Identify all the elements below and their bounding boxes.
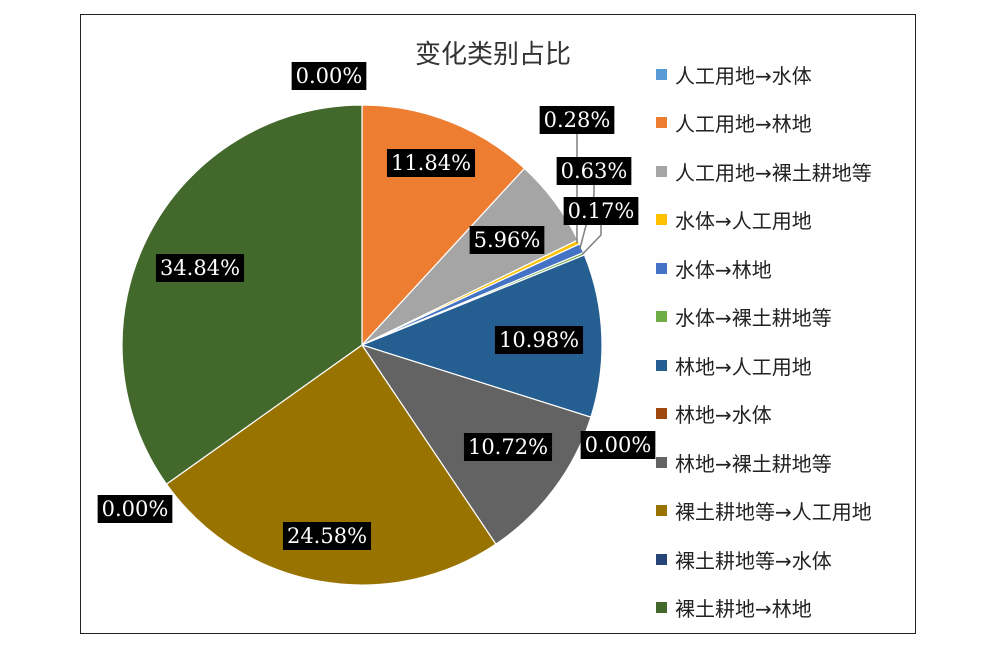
- data-label-4: 0.63%: [556, 157, 632, 185]
- data-label-text-10: 0.00%: [102, 497, 169, 521]
- legend-label-7: 林地→水体: [675, 403, 772, 428]
- data-label-5: 0.17%: [563, 197, 639, 225]
- leader-lines: [576, 134, 602, 256]
- data-label-text-11: 34.84%: [160, 256, 240, 280]
- data-labels: 0.00% 11.84% 5.96% 0.28% 0.63% 0.17% 10.98% 0.0…: [97, 62, 656, 550]
- legend-item-11: 裸土耕地→林地: [656, 584, 872, 633]
- legend-swatch-9: [656, 505, 667, 517]
- legend-label-4: 水体→林地: [675, 257, 772, 282]
- legend-item-8: 林地→裸土耕地等: [656, 438, 872, 487]
- legend-label-6: 林地→人工用地: [675, 354, 812, 379]
- legend-item-2: 人工用地→裸土耕地等: [656, 147, 872, 196]
- legend-item-9: 裸土耕地等→人工用地: [656, 487, 872, 536]
- legend-label-3: 水体→人工用地: [675, 209, 812, 234]
- data-label-box-1: [386, 149, 476, 177]
- data-label-0: 0.00%: [291, 62, 367, 90]
- legend: 人工用地→水体 人工用地→林地人工用地→裸土耕地等 水体→人工用地 水体→林地水体→裸…: [656, 50, 872, 632]
- pie-slice-6: [360, 254, 603, 418]
- data-label-box-4: [556, 157, 632, 185]
- data-label-text-4: 0.63%: [561, 159, 628, 183]
- leader-line-4: [579, 185, 595, 250]
- data-label-8: 10.72%: [463, 433, 553, 461]
- data-label-11: 34.84%: [155, 254, 245, 282]
- legend-item-4: 水体→林地: [656, 244, 872, 293]
- legend-swatch-3: [656, 214, 667, 226]
- data-label-9: 24.58%: [282, 522, 372, 550]
- data-label-text-0: 0.00%: [296, 64, 363, 88]
- legend-label-8: 林地→裸土耕地等: [675, 451, 832, 476]
- chart-title: 变化类别占比: [415, 40, 572, 70]
- legend-swatch-4: [656, 262, 667, 274]
- legend-item-10: 裸土耕地等→水体: [656, 535, 872, 584]
- legend-item-5: 水体→裸土耕地等: [656, 293, 872, 342]
- data-label-6: 10.98%: [494, 326, 584, 354]
- data-label-box-5: [563, 197, 639, 225]
- legend-swatch-5: [656, 311, 667, 323]
- data-label-box-8: [463, 433, 553, 461]
- legend-swatch-6: [656, 359, 667, 371]
- legend-swatch-8: [656, 456, 667, 468]
- legend-item-6: 林地→人工用地: [656, 341, 872, 390]
- legend-label-0: 人工用地→水体: [675, 63, 812, 88]
- legend-item-7: 林地→水体: [656, 390, 872, 439]
- pie-slice-9: [165, 344, 497, 586]
- legend-swatch-10: [656, 553, 667, 565]
- data-label-box-11: [155, 254, 245, 282]
- data-label-box-3: [539, 106, 615, 134]
- legend-label-1: 人工用地→林地: [675, 112, 812, 137]
- data-label-box-9: [282, 522, 372, 550]
- data-label-box-10: [97, 495, 173, 523]
- legend-label-5: 水体→裸土耕地等: [675, 306, 832, 331]
- data-label-1: 11.84%: [386, 149, 476, 177]
- data-label-text-6: 10.98%: [499, 328, 579, 352]
- legend-label-9: 裸土耕地等→人工用地: [675, 500, 872, 525]
- legend-item-3: 水体→人工用地: [656, 196, 872, 245]
- data-label-text-8: 10.72%: [468, 435, 548, 459]
- pie-slices: [121, 104, 603, 586]
- data-label-7: 0.00%: [580, 431, 656, 459]
- legend-swatch-7: [656, 408, 667, 420]
- data-label-box-7: [580, 431, 656, 459]
- data-label-text-9: 24.58%: [287, 524, 367, 548]
- leader-line-5: [581, 225, 602, 256]
- legend-label-10: 裸土耕地等→水体: [675, 548, 832, 573]
- data-label-2: 5.96%: [469, 226, 545, 254]
- data-label-text-1: 11.84%: [391, 151, 471, 175]
- legend-swatch-11: [656, 602, 667, 614]
- data-label-box-2: [469, 226, 545, 254]
- legend-item-0: 人工用地→水体: [656, 50, 872, 99]
- data-label-3: 0.28%: [539, 106, 615, 134]
- legend-swatch-0: [656, 68, 667, 80]
- legend-label-11: 裸土耕地→林地: [675, 597, 812, 622]
- data-label-text-5: 0.17%: [568, 199, 635, 223]
- data-label-box-0: [291, 62, 367, 90]
- data-label-box-6: [494, 326, 584, 354]
- data-label-text-2: 5.96%: [474, 228, 541, 252]
- legend-item-1: 人工用地→林地: [656, 99, 872, 148]
- data-label-text-7: 0.00%: [585, 433, 652, 457]
- data-label-text-3: 0.28%: [544, 108, 611, 132]
- legend-label-2: 人工用地→裸土耕地等: [675, 160, 872, 185]
- legend-swatch-2: [656, 165, 667, 177]
- pie-slice-11: [121, 104, 363, 485]
- data-label-10: 0.00%: [97, 495, 173, 523]
- legend-swatch-1: [656, 117, 667, 129]
